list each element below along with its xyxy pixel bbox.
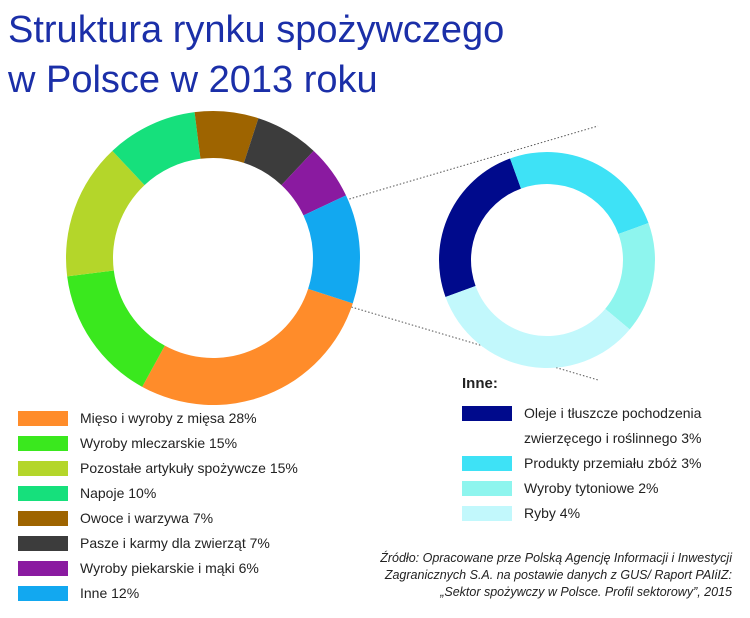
legend-label: Ryby <box>524 505 556 521</box>
legend-item: Inne 12% <box>18 581 338 606</box>
legend-value: 3% <box>681 430 702 446</box>
slice <box>445 285 630 368</box>
legend-swatch <box>462 481 512 496</box>
legend-item: Oleje i tłuszcze pochodzenia zwierzęcego… <box>462 401 722 451</box>
slice <box>510 152 649 235</box>
slice <box>605 223 655 330</box>
slice <box>142 288 353 406</box>
legend-item: Ryby 4% <box>462 501 722 526</box>
legend-value: 7% <box>192 510 214 526</box>
slice <box>66 150 145 277</box>
legend: Mięso i wyroby z mięsa 28% Wyroby mleczar… <box>18 406 338 606</box>
legend-value: 12% <box>111 585 140 601</box>
legend-label: Pozostałe artykuły spożywcze <box>80 460 266 476</box>
legend-item: Wyroby tytoniowe 2% <box>462 476 722 501</box>
legend-item: Pasze i karmy dla zwierząt 7% <box>18 531 338 556</box>
legend: Oleje i tłuszcze pochodzenia zwierzęcego… <box>462 401 722 526</box>
legend-label: Produkty przemiału zbóż <box>524 455 678 471</box>
legend-value: 3% <box>681 455 702 471</box>
legend-value: 7% <box>249 535 270 551</box>
slice <box>194 110 259 163</box>
connector <box>347 305 599 381</box>
legend-item: Wyroby piekarskie i mąki 6% <box>18 556 338 581</box>
legend-label: Wyroby mleczarskie <box>80 435 206 451</box>
legend-value: 15% <box>209 435 238 451</box>
legend-item: Produkty przemiału zbóż 3% <box>462 451 722 476</box>
slice <box>281 150 347 216</box>
legend-label: Napoje <box>80 485 125 501</box>
source-line: Zagranicznych S.A. na postawie danych z … <box>384 568 732 582</box>
legend-swatch <box>18 486 68 501</box>
legend-value: 10% <box>128 485 157 501</box>
title-line: Struktura rynku spożywczego <box>8 9 504 51</box>
legend-swatch <box>18 436 68 451</box>
legend-swatch <box>462 406 512 421</box>
legend-swatch <box>18 586 68 601</box>
source: Źródło: Opracowane prze Polską Agencję I… <box>380 550 732 601</box>
legend-label: Wyroby piekarskie i mąki <box>80 560 235 576</box>
legend-value: 2% <box>638 480 659 496</box>
slice <box>112 112 201 186</box>
slice <box>303 195 360 304</box>
legend-item: Owoce i warzywa 7% <box>18 506 338 531</box>
slice <box>438 158 522 297</box>
legend-title: Inne: <box>462 375 498 392</box>
title-line: w Polsce w 2013 roku <box>7 59 378 101</box>
legend-item: Pozostałe artykuły spożywcze 15% <box>18 456 338 481</box>
legend-label: Owoce i warzywa <box>80 510 189 526</box>
legend-swatch <box>18 561 68 576</box>
legend-value: 6% <box>238 560 259 576</box>
legend-value: 28% <box>228 410 257 426</box>
legend-swatch <box>18 411 68 426</box>
legend-swatch <box>18 511 68 526</box>
legend-swatch <box>462 506 512 521</box>
legend-item: Napoje 10% <box>18 481 338 506</box>
legend-label: Wyroby tytoniowe <box>524 480 635 496</box>
source-line: Źródło: Opracowane prze Polską Agencję I… <box>380 551 732 565</box>
slice <box>67 270 165 387</box>
legend-swatch <box>18 536 68 551</box>
legend-label: Inne <box>80 585 108 601</box>
legend-label: Mięso i wyroby z mięsa <box>80 410 225 426</box>
legend-label: Pasze i karmy dla zwierząt <box>80 535 246 551</box>
legend-label: Oleje i tłuszcze pochodzenia zwierzęcego… <box>524 405 702 446</box>
legend-swatch <box>18 461 68 476</box>
legend-item: Mięso i wyroby z mięsa 28% <box>18 406 338 431</box>
slice <box>243 118 314 186</box>
legend-value: 4% <box>559 505 581 521</box>
legend-swatch <box>462 456 512 471</box>
source-line: „Sektor spożywczy w Polsce. Profil sekto… <box>440 585 732 599</box>
legend-value: 15% <box>269 460 298 476</box>
legend-item: Wyroby mleczarskie 15% <box>18 431 338 456</box>
